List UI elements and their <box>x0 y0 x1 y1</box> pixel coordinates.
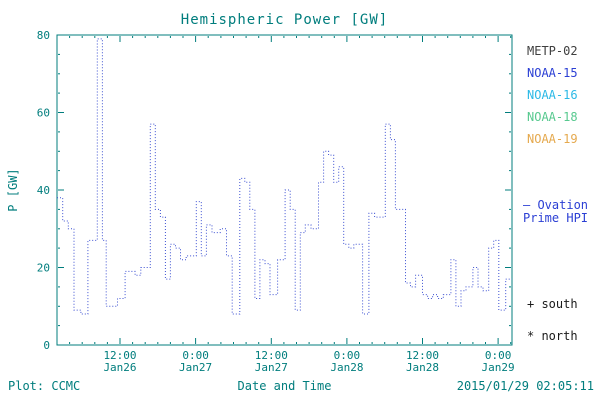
north-marker-label: * north <box>527 329 578 343</box>
ovation-label-line2: Prime HPI <box>523 211 589 225</box>
hpi-step-line <box>57 38 512 315</box>
south-marker-label: + south <box>527 297 578 311</box>
y-tick-label: 20 <box>37 262 50 275</box>
y-tick-label: 60 <box>37 107 50 120</box>
legend-item-metp02: METP-02 <box>527 44 578 58</box>
y-tick-label: 40 <box>37 184 50 197</box>
chart-title: Hemispheric Power [GW] <box>180 12 389 28</box>
x-tick-label: 12:00 <box>255 349 288 362</box>
y-tick-label: 0 <box>43 339 50 352</box>
plot-credit: Plot: CCMC <box>8 379 81 393</box>
x-tick-label: Jan29 <box>482 361 515 374</box>
plot-frame <box>56 34 513 346</box>
legend-item-noaa19: NOAA-19 <box>527 132 578 146</box>
y-axis-label: P [GW] <box>6 168 20 212</box>
x-tick-label: Jan28 <box>406 361 439 374</box>
plot-timestamp: 2015/01/29 02:05:11 <box>456 379 594 393</box>
x-tick-label: Jan27 <box>179 361 212 374</box>
y-tick-label: 80 <box>37 29 50 42</box>
ovation-label-line1: – Ovation <box>523 198 589 212</box>
legend-item-noaa16: NOAA-16 <box>527 88 578 102</box>
legend-item-noaa15: NOAA-15 <box>527 66 578 80</box>
ovation-prime-hpi-label: – Ovation Prime HPI <box>523 199 588 225</box>
x-tick-label: 12:00 <box>103 349 136 362</box>
x-tick-label: Jan27 <box>255 361 288 374</box>
x-tick-label: Jan28 <box>330 361 363 374</box>
x-tick-label: 12:00 <box>406 349 439 362</box>
x-tick-label: Jan26 <box>103 361 136 374</box>
x-tick-label: 0:00 <box>182 349 209 362</box>
satellite-legend: METP-02 NOAA-15 NOAA-16 NOAA-18 NOAA-19 <box>527 40 578 150</box>
legend-item-noaa18: NOAA-18 <box>527 110 578 124</box>
x-tick-label: 0:00 <box>334 349 361 362</box>
x-axis-label: Date and Time <box>237 379 332 393</box>
x-tick-label: 0:00 <box>485 349 512 362</box>
